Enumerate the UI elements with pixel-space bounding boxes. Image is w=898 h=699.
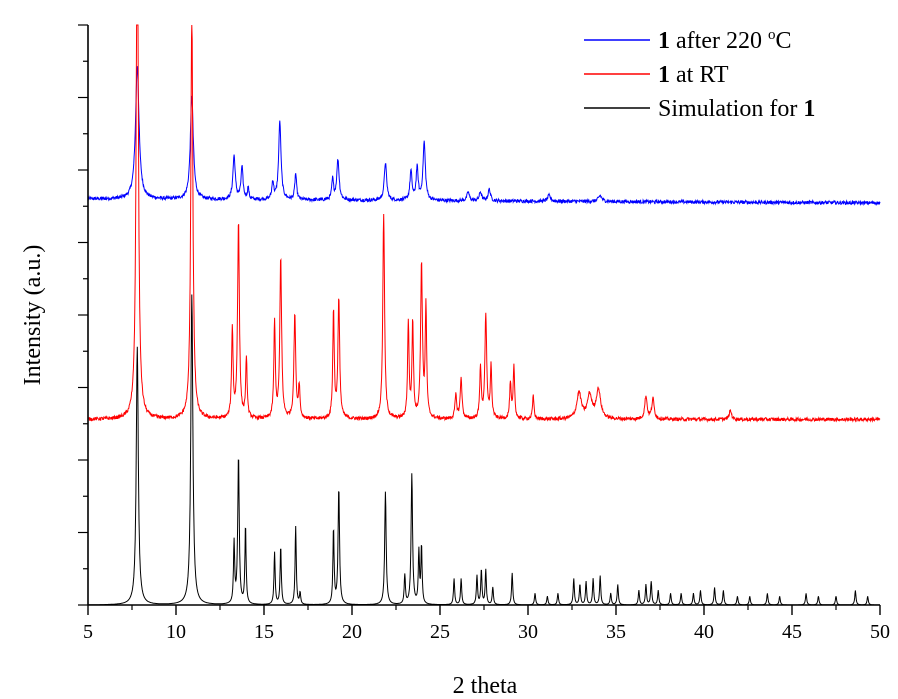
y-axis <box>78 24 88 606</box>
series-line-3 <box>88 294 880 606</box>
series-line-2 <box>87 24 881 423</box>
x-axis-title: 2 theta <box>453 673 518 699</box>
legend-label-3: Simulation for 1 <box>658 96 815 122</box>
x-tick-label: 10 <box>166 621 186 643</box>
legend-label-2: 1 at RT <box>658 62 729 88</box>
x-tick-label: 5 <box>83 621 93 643</box>
x-tick-label: 30 <box>518 621 538 643</box>
y-axis-title: Intensity (a.u.) <box>20 245 46 386</box>
x-tick-label: 25 <box>430 621 450 643</box>
x-tick-label: 45 <box>782 621 802 643</box>
legend-label-1: 1 after 220 oC <box>658 27 791 54</box>
plot-area <box>87 24 881 606</box>
series-line-1 <box>87 66 881 207</box>
x-tick-label: 40 <box>694 621 714 643</box>
x-axis: 5 10 15 20 25 30 35 40 45 50 <box>83 605 890 643</box>
x-tick-label: 20 <box>342 621 362 643</box>
x-tick-label: 15 <box>254 621 274 643</box>
x-tick-label: 35 <box>606 621 626 643</box>
legend: 1 after 220 oC 1 at RT Simulation for 1 <box>584 27 815 122</box>
x-tick-label: 50 <box>870 621 890 643</box>
